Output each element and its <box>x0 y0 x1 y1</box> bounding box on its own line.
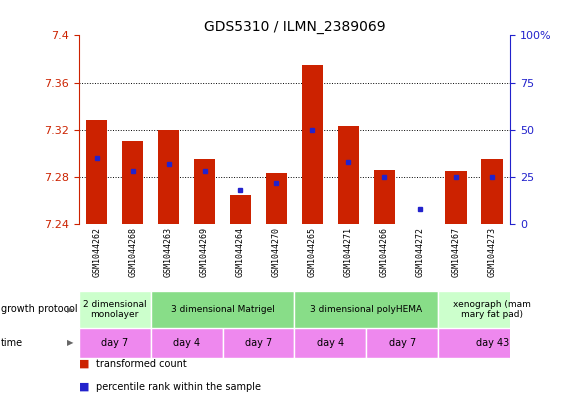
Text: GSM1044266: GSM1044266 <box>380 227 389 277</box>
Bar <box>294 291 438 328</box>
Text: ▶: ▶ <box>67 305 73 314</box>
Bar <box>266 173 287 224</box>
Text: transformed count: transformed count <box>96 358 187 369</box>
Bar <box>374 170 395 224</box>
Bar <box>150 328 223 358</box>
Text: day 43: day 43 <box>476 338 509 348</box>
Bar <box>150 291 294 328</box>
Text: 3 dimensional Matrigel: 3 dimensional Matrigel <box>171 305 275 314</box>
Text: percentile rank within the sample: percentile rank within the sample <box>96 382 261 392</box>
Text: day 4: day 4 <box>317 338 344 348</box>
Text: GSM1044263: GSM1044263 <box>164 227 173 277</box>
Text: xenograph (mam
mary fat pad): xenograph (mam mary fat pad) <box>453 300 531 319</box>
Text: GSM1044272: GSM1044272 <box>416 227 425 277</box>
Text: day 7: day 7 <box>245 338 272 348</box>
Text: GSM1044271: GSM1044271 <box>344 227 353 277</box>
Text: 2 dimensional
monolayer: 2 dimensional monolayer <box>83 300 146 319</box>
Bar <box>79 328 150 358</box>
Text: GSM1044267: GSM1044267 <box>452 227 461 277</box>
Bar <box>294 328 366 358</box>
Text: GSM1044273: GSM1044273 <box>487 227 497 277</box>
Text: growth protocol: growth protocol <box>1 305 78 314</box>
Text: GSM1044264: GSM1044264 <box>236 227 245 277</box>
Text: time: time <box>1 338 23 348</box>
Bar <box>338 126 359 224</box>
Bar <box>79 291 150 328</box>
Bar <box>482 159 503 224</box>
Bar <box>158 130 180 224</box>
Text: day 7: day 7 <box>389 338 416 348</box>
Text: GSM1044265: GSM1044265 <box>308 227 317 277</box>
Bar <box>445 171 467 224</box>
Title: GDS5310 / ILMN_2389069: GDS5310 / ILMN_2389069 <box>203 20 385 34</box>
Bar <box>438 328 546 358</box>
Text: ▶: ▶ <box>67 338 73 347</box>
Text: GSM1044270: GSM1044270 <box>272 227 281 277</box>
Bar <box>301 65 323 224</box>
Text: ■: ■ <box>79 358 89 369</box>
Text: 3 dimensional polyHEMA: 3 dimensional polyHEMA <box>310 305 422 314</box>
Text: day 4: day 4 <box>173 338 200 348</box>
Bar <box>438 291 546 328</box>
Text: ■: ■ <box>79 382 89 392</box>
Bar <box>366 328 438 358</box>
Bar <box>230 195 251 224</box>
Text: day 7: day 7 <box>101 338 128 348</box>
Bar <box>223 328 294 358</box>
Bar <box>86 120 107 224</box>
Text: GSM1044269: GSM1044269 <box>200 227 209 277</box>
Bar <box>122 141 143 224</box>
Text: GSM1044268: GSM1044268 <box>128 227 137 277</box>
Bar <box>194 159 215 224</box>
Text: GSM1044262: GSM1044262 <box>92 227 101 277</box>
